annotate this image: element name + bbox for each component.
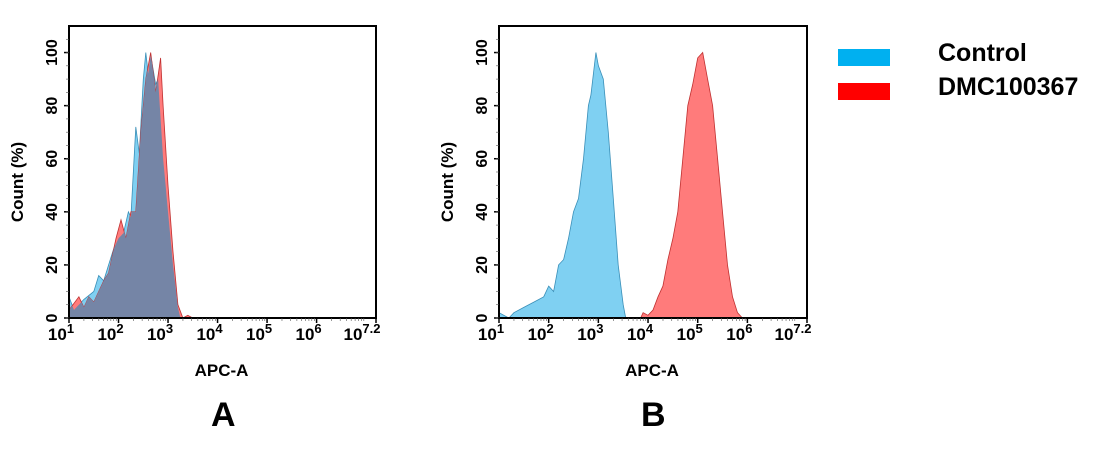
panel-label-a: A bbox=[211, 396, 236, 434]
legend-swatch-control bbox=[838, 49, 890, 66]
x-tick-label: 101 bbox=[48, 321, 74, 344]
overlap-area bbox=[69, 55, 376, 318]
y-tick-label: 20 bbox=[44, 256, 61, 274]
x-tick-base: 10 bbox=[528, 325, 547, 344]
x-tick-label: 105 bbox=[677, 321, 703, 344]
x-tick-label: 103 bbox=[147, 321, 173, 344]
y-tick-label: 60 bbox=[44, 150, 61, 168]
x-tick-label: 101 bbox=[478, 321, 504, 344]
x-tick-label: 107.2 bbox=[344, 321, 381, 344]
x-tick-base: 10 bbox=[726, 325, 745, 344]
x-tick-exponent: 6 bbox=[745, 321, 752, 336]
x-tick-label: 105 bbox=[246, 321, 272, 344]
x-tick-base: 10 bbox=[196, 325, 215, 344]
series-area-control bbox=[498, 52, 807, 319]
x-tick-exponent: 4 bbox=[215, 321, 223, 336]
x-tick-base: 10 bbox=[344, 325, 363, 344]
x-tick-exponent: 2 bbox=[547, 321, 554, 336]
y-tick-label: 40 bbox=[44, 203, 61, 221]
series-area-dmc100367 bbox=[499, 51, 807, 319]
x-tick-exponent: 1 bbox=[67, 321, 74, 336]
legend-swatch-dmc100367 bbox=[838, 83, 890, 100]
x-tick-exponent: 7.2 bbox=[793, 321, 811, 336]
x-tick-exponent: 1 bbox=[497, 321, 504, 336]
x-tick-base: 10 bbox=[577, 325, 596, 344]
x-tick-label: 107.2 bbox=[775, 321, 812, 344]
x-axis-label: APC-A bbox=[195, 361, 249, 380]
legend-label-control: Control bbox=[938, 39, 1027, 67]
x-tick-exponent: 6 bbox=[314, 321, 321, 336]
x-tick-base: 10 bbox=[147, 325, 166, 344]
x-tick-exponent: 2 bbox=[116, 321, 123, 336]
x-tick-label: 102 bbox=[528, 321, 554, 344]
x-tick-label: 106 bbox=[726, 321, 752, 344]
x-tick-exponent: 3 bbox=[166, 321, 173, 336]
y-tick-label: 80 bbox=[474, 97, 491, 115]
x-tick-exponent: 3 bbox=[596, 321, 603, 336]
x-tick-base: 10 bbox=[478, 325, 497, 344]
y-tick-label: 0 bbox=[474, 313, 491, 322]
y-axis-label: Count (%) bbox=[8, 142, 27, 222]
x-tick-label: 104 bbox=[196, 321, 223, 344]
x-tick-base: 10 bbox=[48, 325, 67, 344]
y-tick-label: 100 bbox=[44, 39, 61, 66]
legend-label-dmc100367: DMC100367 bbox=[938, 73, 1079, 101]
y-tick-label: 20 bbox=[474, 256, 491, 274]
x-tick-label: 102 bbox=[97, 321, 123, 344]
x-tick-exponent: 7.2 bbox=[362, 321, 380, 336]
panel-label-b: B bbox=[641, 396, 666, 434]
x-tick-base: 10 bbox=[627, 325, 646, 344]
y-tick-label: 60 bbox=[474, 150, 491, 168]
y-tick-label: 40 bbox=[474, 203, 491, 221]
x-tick-base: 10 bbox=[246, 325, 265, 344]
y-tick-label: 100 bbox=[474, 39, 491, 66]
x-tick-exponent: 5 bbox=[696, 321, 703, 336]
y-tick-label: 80 bbox=[44, 97, 61, 115]
x-tick-label: 103 bbox=[577, 321, 603, 344]
y-axis-label: Count (%) bbox=[438, 142, 457, 222]
x-tick-base: 10 bbox=[677, 325, 696, 344]
y-tick-label: 0 bbox=[44, 313, 61, 322]
plot-frame bbox=[498, 25, 808, 319]
x-tick-base: 10 bbox=[97, 325, 116, 344]
x-tick-exponent: 5 bbox=[265, 321, 272, 336]
x-tick-label: 106 bbox=[296, 321, 322, 344]
x-tick-base: 10 bbox=[775, 325, 794, 344]
x-tick-exponent: 4 bbox=[646, 321, 654, 336]
x-axis-label: APC-A bbox=[625, 361, 679, 380]
x-tick-base: 10 bbox=[296, 325, 315, 344]
x-tick-label: 104 bbox=[627, 321, 654, 344]
